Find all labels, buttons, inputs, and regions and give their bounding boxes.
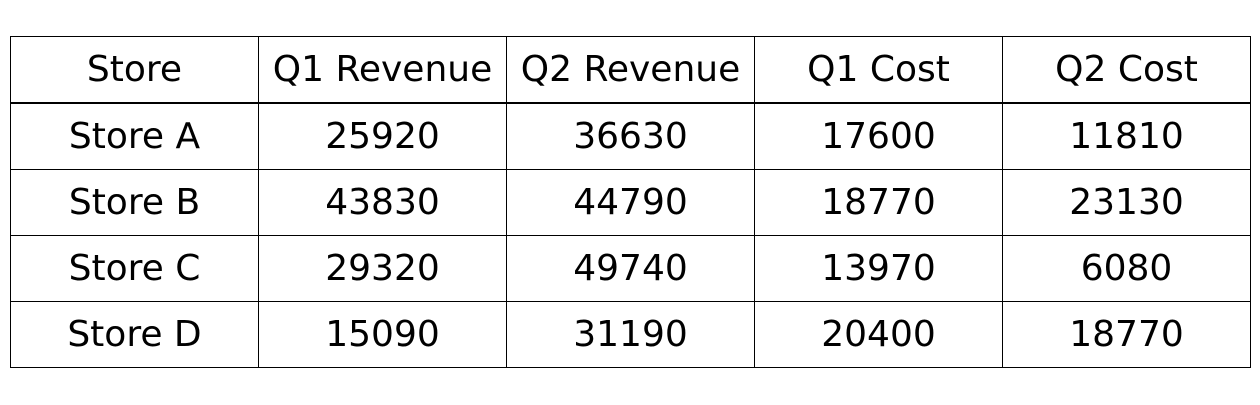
table-row: Store B 43830 44790 18770 23130 — [10, 169, 1251, 236]
table-cell: 18770 — [754, 169, 1003, 236]
table-cell: 49740 — [506, 235, 755, 302]
table-cell: Store A — [10, 102, 259, 170]
column-header: Q2 Cost — [1002, 36, 1251, 104]
table-row: Store A 25920 36630 17600 11810 — [10, 102, 1251, 170]
column-header: Q2 Revenue — [506, 36, 755, 104]
column-header: Store — [10, 36, 259, 104]
table-cell: 6080 — [1002, 235, 1251, 302]
table-cell: 13970 — [754, 235, 1003, 302]
data-table: Store Q1 Revenue Q2 Revenue Q1 Cost Q2 C… — [10, 36, 1251, 368]
table-cell: 25920 — [258, 102, 507, 170]
table-cell: Store C — [10, 235, 259, 302]
table-row: Store C 29320 49740 13970 6080 — [10, 235, 1251, 302]
header-row: Store Q1 Revenue Q2 Revenue Q1 Cost Q2 C… — [10, 36, 1251, 104]
table-cell: 36630 — [506, 102, 755, 170]
table-cell: 31190 — [506, 301, 755, 368]
table-cell: Store D — [10, 301, 259, 368]
table-cell: 15090 — [258, 301, 507, 368]
table-cell: Store B — [10, 169, 259, 236]
table-cell: 43830 — [258, 169, 507, 236]
table-cell: 29320 — [258, 235, 507, 302]
table-cell: 20400 — [754, 301, 1003, 368]
table-body: Store A 25920 36630 17600 11810 Store B … — [10, 102, 1251, 368]
table-cell: 11810 — [1002, 102, 1251, 170]
table-header: Store Q1 Revenue Q2 Revenue Q1 Cost Q2 C… — [10, 36, 1251, 104]
table-cell: 17600 — [754, 102, 1003, 170]
table-cell: 44790 — [506, 169, 755, 236]
table-cell: 23130 — [1002, 169, 1251, 236]
table-cell: 18770 — [1002, 301, 1251, 368]
column-header: Q1 Cost — [754, 36, 1003, 104]
column-header: Q1 Revenue — [258, 36, 507, 104]
table-row: Store D 15090 31190 20400 18770 — [10, 301, 1251, 368]
